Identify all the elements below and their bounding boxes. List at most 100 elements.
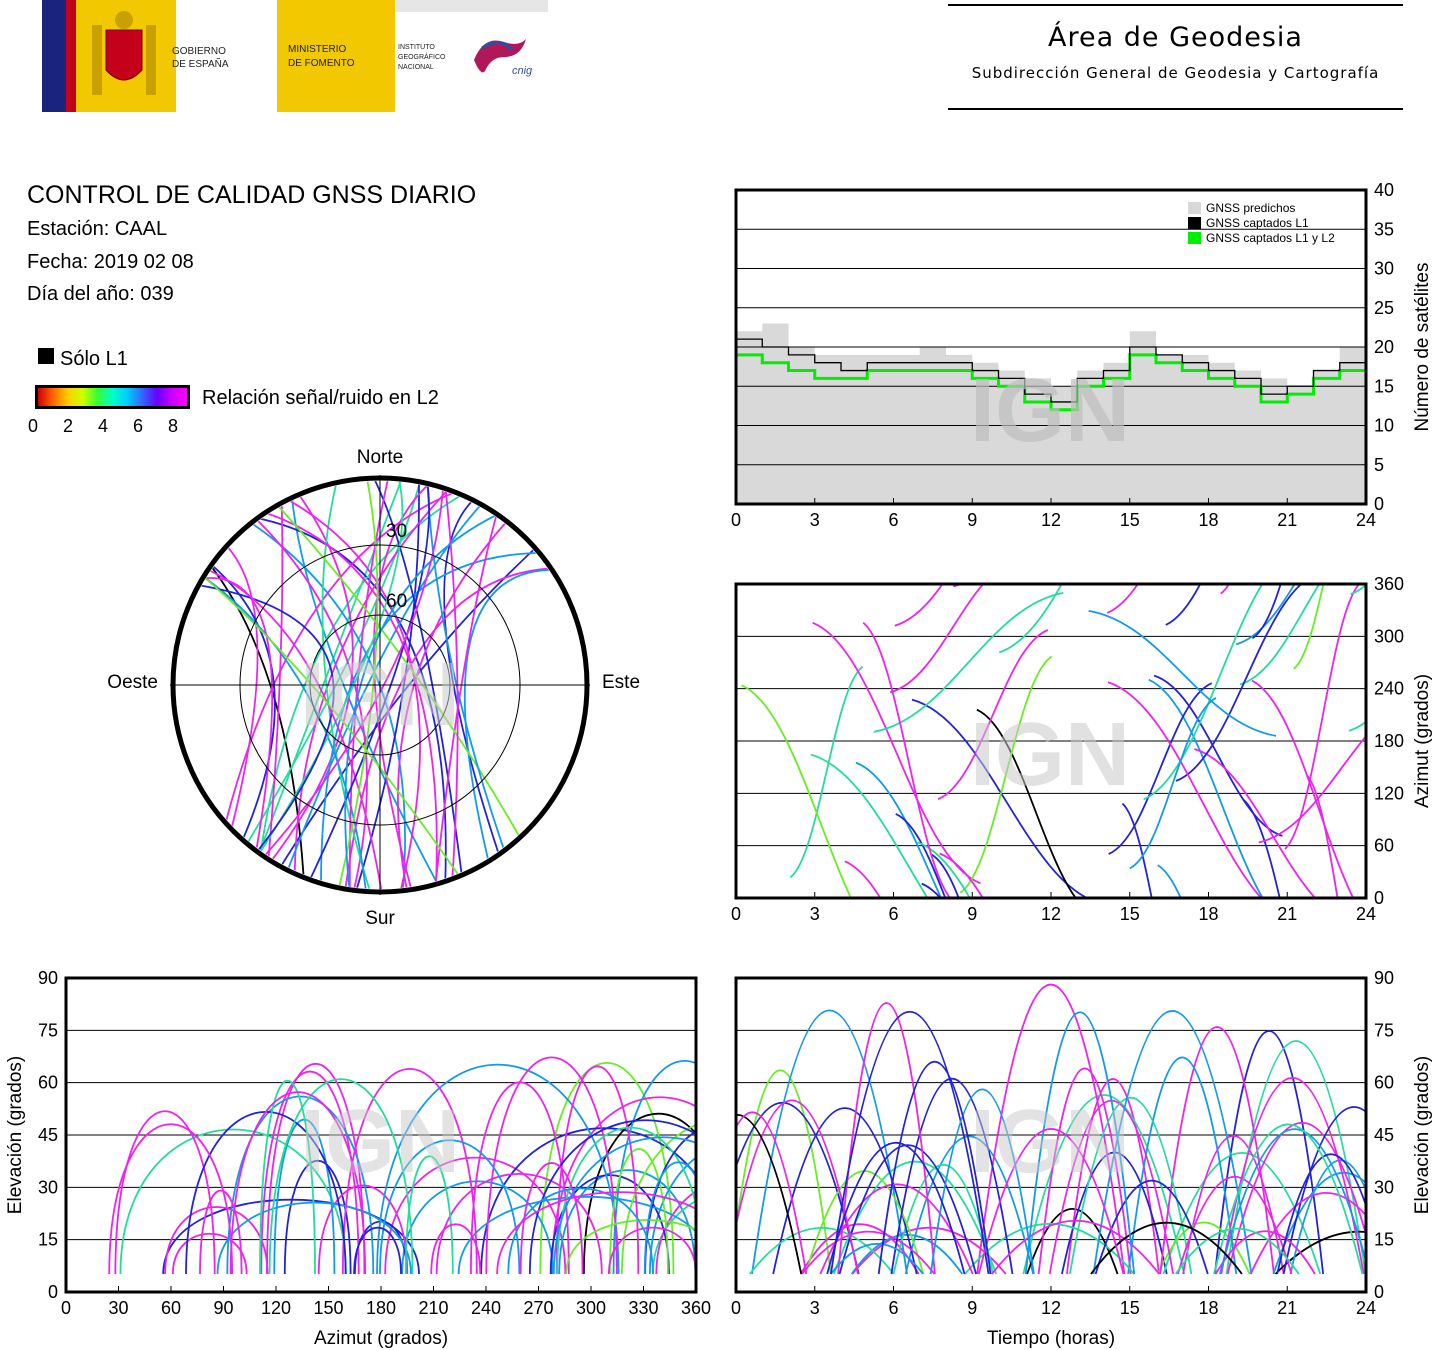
elevation-time-xlabel: Tiempo (horas): [987, 1328, 1115, 1349]
satellite-track: [379, 1139, 521, 1275]
skyplot-south-label: Sur: [365, 908, 395, 929]
satellite-track: [959, 655, 1053, 894]
satellite-track: [404, 1155, 454, 1275]
x-tick-label: 120: [261, 1298, 291, 1318]
x-tick-label: 15: [1120, 1298, 1140, 1318]
satellite-track: [1157, 864, 1182, 898]
x-tick-label: 15: [1120, 904, 1140, 924]
y-tick-label: 90: [38, 968, 58, 988]
satellite-track: [736, 1111, 808, 1275]
y-tick-label: 10: [1374, 416, 1394, 436]
x-tick-label: 12: [1041, 1298, 1061, 1318]
satellite-track: [289, 481, 442, 889]
satellite-track: [1249, 1191, 1366, 1275]
satellite-track: [607, 1226, 696, 1275]
x-tick-label: 21: [1277, 510, 1297, 530]
satellite-track: [855, 761, 942, 898]
snr-tick: 8: [168, 416, 179, 436]
satellite-track: [255, 481, 492, 889]
y-tick-label: 60: [38, 1073, 58, 1093]
azimuth-time-watermark: IGN: [970, 705, 1130, 805]
elevation-azimuth-ticks: 0 30 60 90 120 150 180 210 240 270 300 330 360 0 15 30 4…: [38, 968, 711, 1318]
y-tick-label: 75: [38, 1020, 58, 1040]
station-label: Estación: CAAL: [27, 218, 168, 240]
l1-only-swatch: [38, 348, 54, 364]
satellite-track: [1022, 1094, 1186, 1275]
x-tick-label: 180: [366, 1298, 396, 1318]
satellite-track: [1107, 681, 1263, 898]
y-tick-label: 35: [1374, 219, 1394, 239]
skyplot-watermark: IGN: [300, 645, 460, 745]
x-tick-label: 21: [1277, 904, 1297, 924]
satellite-track: [1143, 584, 1264, 801]
satellite-track: [1175, 1227, 1300, 1275]
satellite-track: [621, 1124, 696, 1275]
x-tick-label: 60: [161, 1298, 181, 1318]
satellite-track: [344, 567, 565, 889]
satellite-track: [164, 1206, 269, 1275]
satellite-track: [539, 1062, 675, 1275]
azimuth-time-grid: [736, 635, 1366, 847]
skyplot-tracks: [189, 481, 566, 889]
satellite-track: [1284, 584, 1361, 850]
satellite-track: [237, 504, 438, 889]
x-tick-label: 9: [967, 1298, 977, 1318]
legend-label-l1l2: GNSS captados L1 y L2: [1206, 231, 1335, 245]
satellite-track: [507, 1187, 654, 1275]
x-tick-label: 300: [576, 1298, 606, 1318]
satellite-track: [644, 1130, 696, 1275]
satellite-track: [1092, 1010, 1253, 1275]
satellite-track: [894, 584, 944, 627]
elevation-time-watermark: IGN: [970, 1092, 1130, 1192]
satellite-track: [344, 503, 523, 889]
satellite-track: [904, 1135, 1035, 1275]
gov-line2: DE ESPAÑA: [172, 57, 229, 70]
x-tick-label: 30: [108, 1298, 128, 1318]
satellite-track: [1220, 1077, 1365, 1275]
y-tick-label: 0: [1374, 888, 1384, 908]
satellite-track: [772, 1107, 918, 1275]
l1-line: [736, 338, 1367, 403]
satellite-track: [1165, 584, 1202, 626]
satellite-track: [1226, 1121, 1366, 1275]
institute-line1: INSTITUTO: [398, 44, 435, 51]
y-tick-label: 90: [1374, 968, 1394, 988]
x-tick-label: 210: [418, 1298, 448, 1318]
satellite-track: [1276, 1153, 1366, 1275]
skyplot-horizon: [170, 475, 590, 895]
satellite-track: [440, 481, 459, 889]
satellite-track: [259, 1079, 316, 1275]
satellite-track: [830, 1010, 990, 1275]
satellite-track: [1069, 1097, 1193, 1275]
x-tick-label: 3: [810, 510, 820, 530]
satellite-track: [232, 481, 446, 889]
header-top-rule: [948, 4, 1403, 6]
satellite-track: [1159, 1026, 1275, 1275]
satellite-track: [519, 1162, 584, 1275]
satellite-track: [862, 622, 952, 898]
satellite-track: [430, 1223, 482, 1275]
elevation-azimuth-ylabel: Elevación (grados): [5, 1056, 26, 1214]
skyplot-east-label: Este: [602, 672, 640, 693]
x-tick-label: 240: [471, 1298, 501, 1318]
satellite-track: [895, 813, 947, 898]
x-tick-label: 21: [1277, 1298, 1297, 1318]
x-tick-label: 9: [967, 904, 977, 924]
x-tick-label: 3: [810, 904, 820, 924]
satellite-track: [751, 1009, 908, 1275]
satellite-track: [353, 481, 465, 889]
satellites-watermark: IGN: [970, 361, 1130, 461]
x-tick-label: 12: [1041, 510, 1061, 530]
satellite-track: [977, 1128, 1125, 1275]
satellite-track: [317, 1184, 409, 1275]
government-logo-block: GOBIERNO DE ESPAÑA MINISTERIO DE FOMENTO…: [42, 0, 548, 112]
y-tick-label: 15: [1374, 1230, 1394, 1250]
y-tick-label: 360: [1374, 574, 1404, 594]
satellite-track: [1220, 584, 1230, 595]
satellite-track: [736, 1099, 859, 1275]
satellite-track: [114, 1110, 216, 1275]
y-tick-label: 5: [1374, 455, 1384, 475]
satellite-track: [1194, 748, 1317, 898]
satellite-track: [279, 484, 501, 889]
